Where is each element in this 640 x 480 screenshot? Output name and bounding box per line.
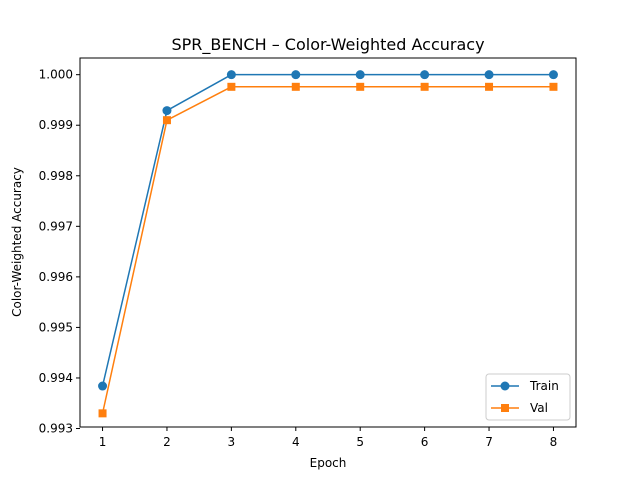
data-point-train	[548, 70, 558, 80]
x-tick-label: 2	[163, 435, 171, 449]
x-tick-label: 1	[99, 435, 107, 449]
data-point-train	[226, 70, 236, 80]
plot-frame	[79, 57, 577, 428]
y-axis-ticks: 0.993 0.994 0.995 0.996 0.997 0.998 0.999 1.000	[39, 68, 80, 436]
y-tick-label: 0.996	[39, 270, 73, 284]
y-tick-label: 0.999	[39, 118, 73, 132]
legend-label-train: Train	[529, 379, 559, 393]
data-point-train	[420, 70, 430, 80]
data-point-train	[484, 70, 494, 80]
x-tick-label: 7	[485, 435, 493, 449]
x-tick-label: 8	[550, 435, 558, 449]
data-point-val	[227, 82, 236, 91]
y-tick-label: 0.995	[39, 320, 73, 334]
data-point-train	[162, 106, 172, 116]
x-tick-label: 5	[356, 435, 364, 449]
y-tick-label: 0.993	[39, 422, 73, 436]
x-axis-label: Epoch	[310, 456, 347, 470]
legend-label-val: Val	[530, 401, 548, 415]
data-point-val	[485, 82, 494, 91]
series-line-val	[101, 86, 554, 414]
x-tick-label: 6	[421, 435, 429, 449]
data-point-train	[291, 70, 301, 80]
series-layer	[98, 70, 558, 418]
data-point-val	[162, 116, 171, 125]
series-val	[98, 82, 558, 418]
y-tick-label: 0.998	[39, 169, 73, 183]
y-axis-label: Color-Weighted Accuracy	[10, 167, 24, 317]
legend-marker-train	[500, 381, 510, 391]
data-point-val	[356, 82, 365, 91]
legend: Train Val	[485, 373, 571, 421]
y-tick-label: 1.000	[39, 68, 73, 82]
legend-marker-val	[501, 404, 509, 412]
x-tick-label: 4	[292, 435, 300, 449]
plot-area	[80, 58, 576, 427]
y-tick-label: 0.994	[39, 371, 73, 385]
data-point-val	[549, 82, 558, 91]
data-point-train	[98, 381, 108, 391]
chart-title: SPR_BENCH – Color-Weighted Accuracy	[171, 35, 484, 55]
data-point-val	[98, 409, 107, 418]
data-point-train	[355, 70, 365, 80]
data-point-val	[291, 82, 300, 91]
x-axis-ticks: 1 2 3 4 5 6 7 8	[99, 427, 558, 449]
x-tick-label: 3	[228, 435, 236, 449]
data-point-val	[420, 82, 429, 91]
y-tick-label: 0.997	[39, 219, 73, 233]
series-train	[98, 70, 558, 391]
series-line-train	[101, 73, 554, 387]
